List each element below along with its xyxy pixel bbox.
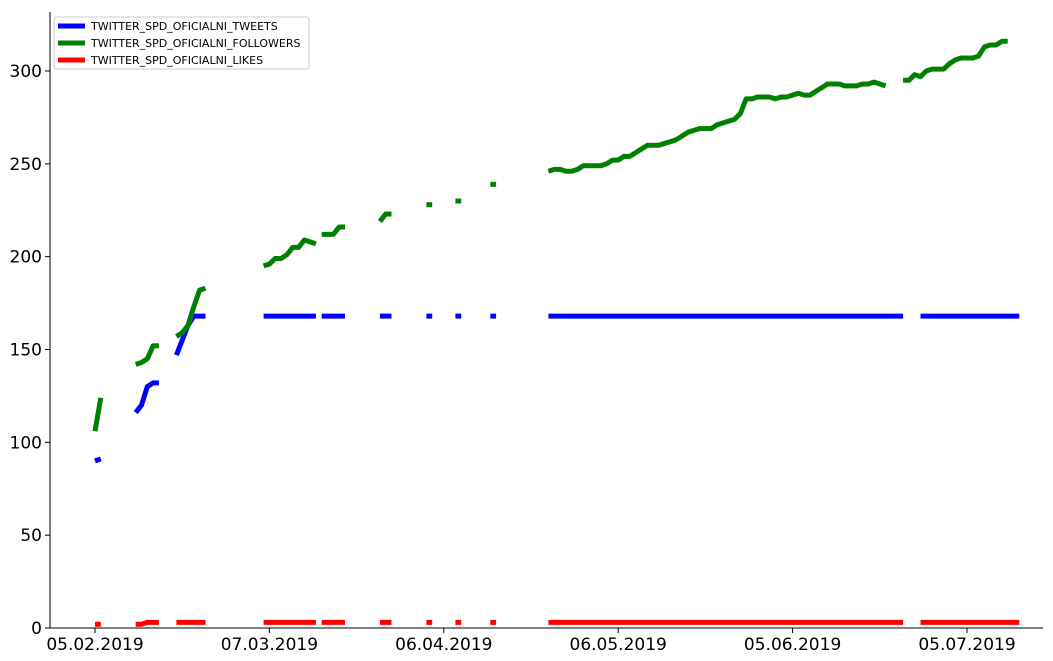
legend-label: TWITTER_SPD_OFICIALNI_TWEETS [90, 20, 278, 33]
series-line-segment [175, 285, 207, 339]
series-2 [95, 619, 1020, 627]
y-tick-label: 150 [10, 341, 42, 361]
legend: TWITTER_SPD_OFICIALNI_TWEETS TWITTER_SPD_… [53, 16, 310, 70]
series-line-segment [135, 619, 159, 627]
series-0 [94, 313, 1020, 464]
axes [49, 12, 1043, 629]
series-line-segment [547, 79, 887, 174]
x-tick-label: 06.04.2019 [395, 635, 492, 655]
y-tick-label: 50 [20, 526, 42, 546]
series-line-segment [321, 224, 345, 237]
series-line-segment [134, 343, 159, 367]
series-line-segment [133, 380, 159, 415]
y-tick-label: 0 [31, 619, 42, 639]
y-tick-label: 250 [10, 155, 42, 175]
series-line-segment [903, 38, 1008, 83]
y-tick-label: 300 [10, 62, 42, 82]
y-tick-label: 200 [10, 248, 42, 268]
y-tick-label: 100 [10, 433, 42, 453]
series-line-segment [94, 456, 102, 464]
x-tick-label: 05.02.2019 [46, 635, 143, 655]
x-tick-label: 07.03.2019 [221, 635, 318, 655]
ticks: 0 50 100 150 200 250 300 05.02.2019 07.03.2019 06… [10, 62, 1016, 655]
x-tick-label: 05.07.2019 [918, 635, 1015, 655]
legend-label: TWITTER_SPD_OFICIALNI_FOLLOWERS [90, 37, 301, 50]
legend-label: TWITTER_SPD_OFICIALNI_LIKES [90, 54, 263, 67]
series-line-segment [92, 397, 104, 432]
legend-box [53, 16, 310, 70]
series-line-segment [262, 237, 317, 269]
series-lines [92, 38, 1020, 627]
series-1 [92, 38, 1008, 432]
x-tick-label: 06.05.2019 [570, 635, 667, 655]
series-line-segment [377, 211, 392, 223]
x-tick-label: 05.06.2019 [744, 635, 841, 655]
